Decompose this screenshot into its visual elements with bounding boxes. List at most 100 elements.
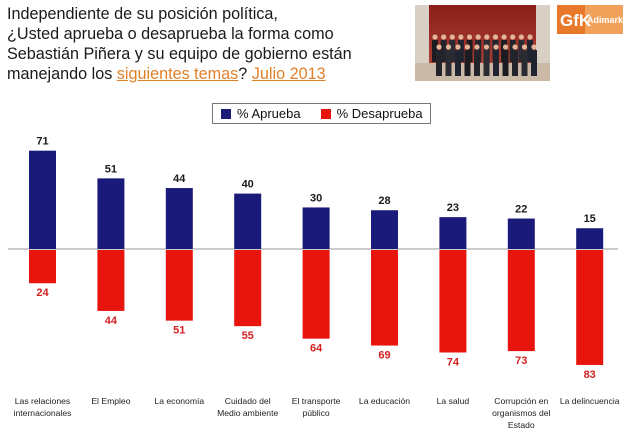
- category-label-line: organismos del: [492, 408, 550, 418]
- bar-disapprove: [576, 250, 604, 365]
- person-body: [440, 40, 447, 62]
- data-label-approve: 51: [105, 163, 117, 175]
- chart-legend: % Aprueba % Desaprueba: [212, 103, 431, 124]
- person-body: [445, 50, 452, 76]
- bar-disapprove: [439, 250, 467, 353]
- person-head: [527, 34, 533, 40]
- bar-disapprove: [29, 250, 56, 284]
- title-highlight-date: Julio 2013: [251, 65, 326, 83]
- person-head: [510, 34, 516, 40]
- person-body: [512, 50, 518, 76]
- category-label-line: La salud: [437, 396, 470, 406]
- category-label: El transporte público: [292, 396, 341, 418]
- category-label-line: Corrupción en: [494, 396, 548, 406]
- category-label-line: público: [302, 408, 329, 418]
- bar-disapprove: [165, 250, 193, 321]
- bar-approve: [507, 218, 535, 249]
- person-body: [474, 50, 480, 76]
- person-head: [466, 34, 473, 40]
- person-body: [432, 40, 438, 62]
- category-label-line: Cuidado del: [225, 396, 271, 406]
- person-head: [432, 34, 438, 40]
- data-label-disapprove: 74: [447, 356, 460, 368]
- chart-title: Independiente de su posición política, ¿…: [7, 4, 407, 84]
- category-label: Cuidado del Medio ambiente: [217, 396, 278, 418]
- person-head: [501, 34, 507, 40]
- person-body: [531, 50, 537, 76]
- data-label-approve: 44: [173, 173, 186, 185]
- data-label-disapprove: 73: [515, 355, 527, 367]
- people-group: [432, 34, 537, 76]
- title-line-4: manejando los siguientes temas? Julio 20…: [7, 64, 407, 84]
- data-label-disapprove: 83: [584, 369, 596, 381]
- person-body: [527, 40, 533, 62]
- bar-approve: [439, 217, 467, 249]
- person-head: [458, 34, 464, 40]
- person-head: [436, 44, 442, 50]
- person-head: [518, 34, 524, 40]
- title-line-1: Independiente de su posición política,: [7, 5, 278, 23]
- person-body: [518, 40, 525, 62]
- data-label-approve: 15: [584, 213, 596, 225]
- category-label-line: Medio ambiente: [217, 408, 278, 418]
- category-label: La educación: [359, 396, 410, 406]
- data-label-disapprove: 69: [378, 350, 390, 362]
- legend-swatch-disapprove: [320, 108, 331, 119]
- bar-disapprove: [371, 250, 398, 346]
- bar-disapprove: [234, 250, 262, 327]
- bar-disapprove: [507, 250, 535, 352]
- bar-approve: [371, 210, 398, 249]
- title-line-2: ¿Usted aprueba o desaprueba la forma com…: [7, 25, 334, 43]
- category-label: El Empleo: [91, 396, 130, 406]
- category-label: La salud: [437, 396, 470, 406]
- legend-swatch-approve: [221, 108, 231, 119]
- data-label-approve: 28: [378, 195, 390, 207]
- category-label-line: El Empleo: [91, 396, 130, 406]
- data-label-approve: 23: [447, 202, 459, 214]
- data-label-disapprove: 64: [310, 343, 323, 355]
- logo-brand-text: GfK: [560, 11, 592, 30]
- title-line-4-mid: ?: [238, 65, 252, 83]
- title-line-4-prefix: manejando los: [7, 65, 117, 83]
- category-label: La delincuencia: [560, 396, 620, 406]
- person-head: [483, 44, 490, 50]
- bar-approve: [29, 150, 56, 249]
- bar-group: 71 24 Las relaciones internacionales 51 44 El …: [8, 136, 620, 430]
- category-label-line: Las relaciones: [15, 396, 70, 406]
- data-label-approve: 40: [242, 179, 254, 191]
- data-label-disapprove: 51: [173, 325, 185, 337]
- person-head: [445, 44, 452, 50]
- logo-sub-text: Adimark: [587, 15, 623, 25]
- person-head: [484, 34, 490, 40]
- person-body: [493, 50, 499, 76]
- bar-approve: [165, 188, 193, 249]
- legend-label-disapprove: % Desaprueba: [336, 106, 423, 121]
- category-label: Corrupción en organismos del Estado: [492, 396, 550, 430]
- data-label-approve: 22: [515, 204, 527, 216]
- person-body: [436, 50, 442, 76]
- category-label-line: El transporte: [292, 396, 341, 406]
- category-label: Las relaciones internacionales: [14, 396, 72, 418]
- person-head: [449, 34, 455, 40]
- person-head: [512, 44, 518, 50]
- data-label-disapprove: 55: [242, 330, 254, 342]
- person-head: [521, 44, 528, 50]
- person-body: [483, 50, 490, 76]
- category-label-line: La economía: [154, 396, 204, 406]
- person-head: [492, 34, 499, 40]
- category-label-line: La educación: [359, 396, 410, 406]
- data-label-approve: 71: [36, 136, 48, 148]
- person-body: [521, 50, 528, 76]
- bar-disapprove: [302, 250, 330, 339]
- category-label-line: La delincuencia: [560, 396, 620, 406]
- category-label: La economía: [154, 396, 204, 406]
- person-body: [455, 50, 461, 76]
- person-head: [474, 44, 480, 50]
- bar-approve: [302, 207, 330, 249]
- bar-approve: [97, 178, 125, 249]
- person-body: [449, 40, 456, 62]
- legend-label-approve: % Aprueba: [237, 106, 301, 121]
- data-label-disapprove: 44: [105, 315, 118, 327]
- person-head: [531, 44, 537, 50]
